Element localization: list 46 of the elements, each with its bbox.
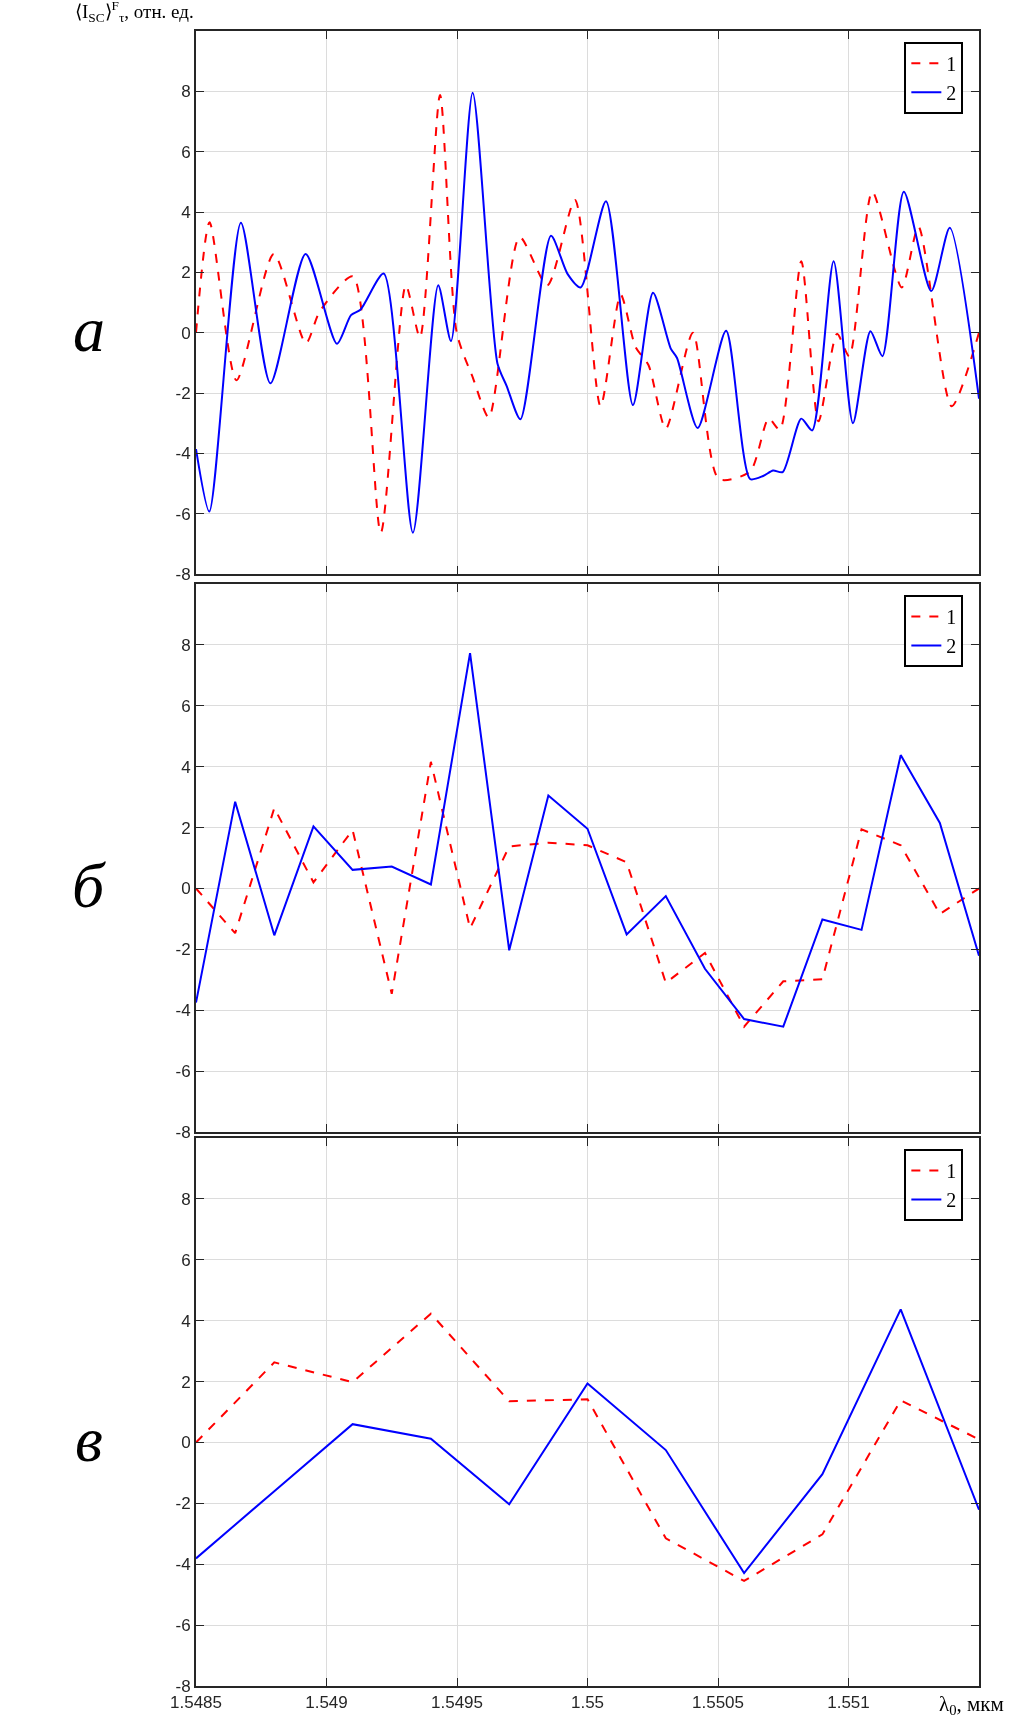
x-tick-label: 1.549	[305, 1693, 348, 1713]
y-tick-label: 8	[181, 82, 191, 102]
y-tick-label: -2	[175, 940, 191, 960]
y-tick-label: 0	[181, 879, 191, 899]
x-tick-label: 1.5505	[692, 1693, 744, 1713]
legend-label: 1	[946, 53, 957, 76]
y-tick-label: -2	[175, 383, 191, 403]
y-tick-label: 2	[181, 818, 191, 838]
y-tick-label: 2	[181, 263, 191, 283]
text: а	[73, 294, 105, 365]
y-tick-label: 0	[181, 323, 191, 343]
y-tick-label: -2	[175, 1494, 191, 1514]
y-tick-label: 2	[181, 1372, 191, 1392]
line-series	[196, 760, 979, 1028]
x-tick-label: 1.5495	[431, 1693, 483, 1713]
x-tick-label: 1.551	[827, 1693, 870, 1713]
y-tick-label: -8	[175, 1122, 191, 1142]
y-tick-label: -8	[175, 564, 191, 584]
y-tick-label: 6	[181, 696, 191, 716]
legend-label: 2	[946, 1189, 957, 1212]
y-tick-label: 6	[181, 142, 191, 162]
legend-label: 1	[946, 1160, 957, 1183]
x-tick-label: 1.55	[570, 1693, 605, 1713]
legend-label: 1	[946, 606, 957, 629]
legend-label: 2	[946, 82, 957, 105]
y-tick-label: 6	[181, 1250, 191, 1270]
y-tick-label: -8	[175, 1676, 191, 1696]
y-axis-title: ⟨I$_{SC}$⟩$^{F}$$_{τ}$, отн. ед.	[75, 0, 194, 25]
y-tick-label: -6	[175, 504, 191, 524]
text: в	[75, 1404, 103, 1475]
legend-label: 2	[946, 635, 957, 658]
y-tick-label: 8	[181, 1189, 191, 1209]
line-series	[196, 652, 979, 1028]
y-tick-label: -6	[175, 1062, 191, 1082]
x-tick-label: 1.5485	[170, 1693, 222, 1713]
y-tick-label: -4	[175, 444, 191, 464]
y-tick-label: -4	[175, 1555, 191, 1575]
y-tick-label: 4	[181, 757, 191, 777]
y-tick-label: -6	[175, 1616, 191, 1636]
text: б	[72, 850, 106, 921]
y-tick-label: 8	[181, 635, 191, 655]
y-tick-label: 0	[181, 1433, 191, 1453]
y-tick-label: -4	[175, 1001, 191, 1021]
x-axis-title: λ$_{0}$, мкм	[939, 1692, 1004, 1716]
y-tick-label: 4	[181, 1311, 191, 1331]
y-tick-label: 4	[181, 202, 191, 222]
